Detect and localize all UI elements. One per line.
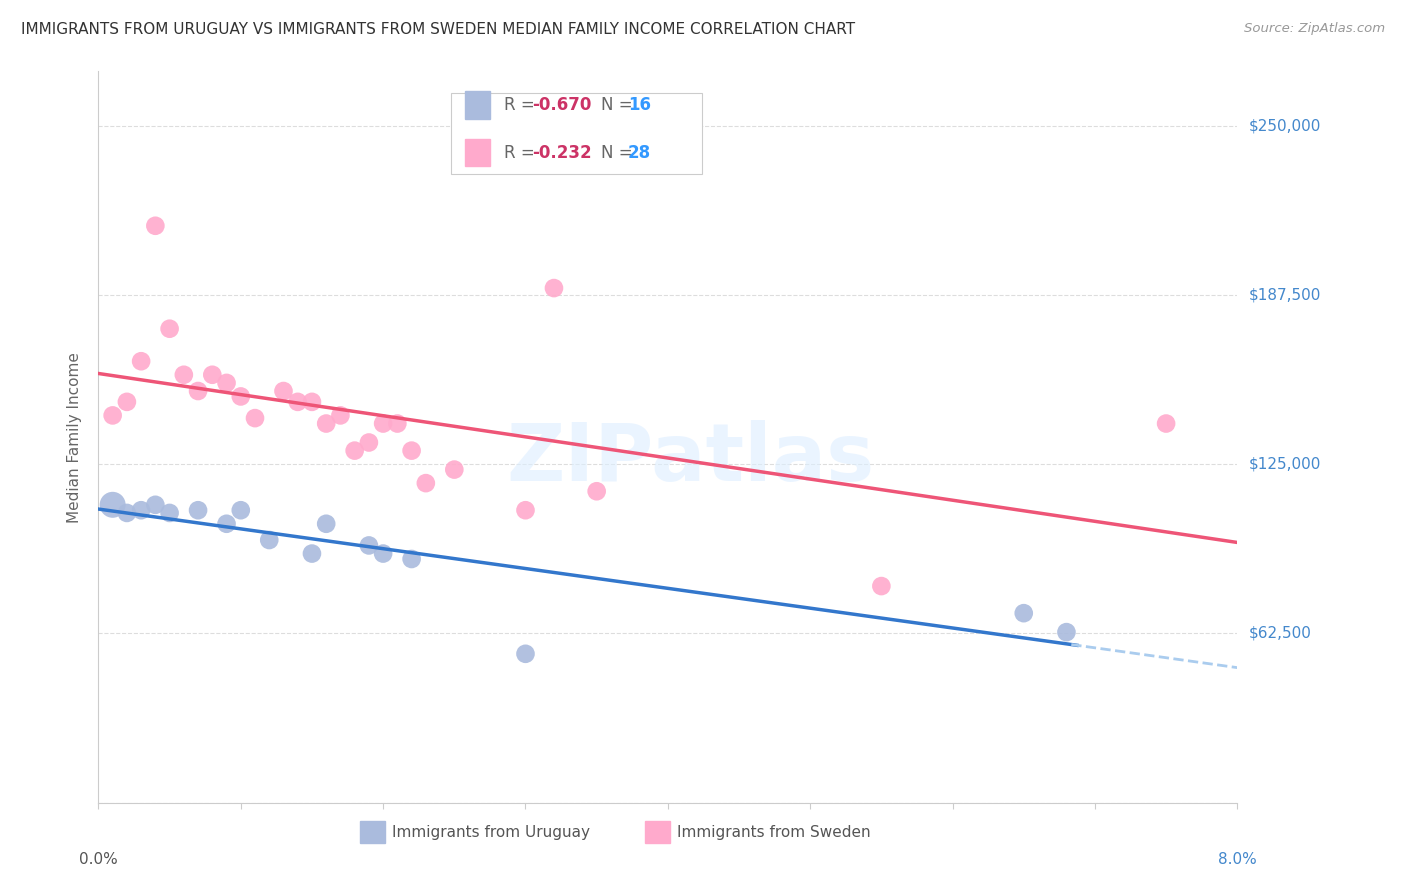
Bar	[465, 91, 491, 119]
Y-axis label: Median Family Income: Median Family Income	[67, 351, 83, 523]
Text: 8.0%: 8.0%	[1218, 852, 1257, 866]
Point	[287, 395, 309, 409]
Text: -0.232: -0.232	[533, 144, 592, 161]
Text: $125,000: $125,000	[1249, 457, 1320, 472]
Text: 28: 28	[628, 144, 651, 161]
Point	[145, 219, 167, 233]
Point	[101, 498, 124, 512]
Point	[443, 462, 465, 476]
Point	[259, 533, 281, 547]
Text: IMMIGRANTS FROM URUGUAY VS IMMIGRANTS FROM SWEDEN MEDIAN FAMILY INCOME CORRELATI: IMMIGRANTS FROM URUGUAY VS IMMIGRANTS FR…	[21, 22, 855, 37]
Point	[243, 411, 266, 425]
Point	[1056, 625, 1078, 640]
Text: R =: R =	[503, 96, 540, 114]
Point	[229, 389, 252, 403]
Point	[515, 647, 537, 661]
Point	[415, 476, 437, 491]
Text: Immigrants from Uruguay: Immigrants from Uruguay	[392, 824, 591, 839]
FancyBboxPatch shape	[451, 94, 702, 174]
Point	[301, 395, 323, 409]
Bar	[465, 138, 491, 167]
Point	[101, 409, 124, 423]
Point	[273, 384, 295, 398]
Point	[215, 376, 238, 390]
Text: N =: N =	[600, 96, 637, 114]
Text: ZIPatlas: ZIPatlas	[506, 420, 875, 498]
Point	[401, 552, 423, 566]
Point	[1154, 417, 1177, 431]
Text: 0.0%: 0.0%	[79, 852, 118, 866]
Point	[229, 503, 252, 517]
Text: $187,500: $187,500	[1249, 287, 1320, 302]
Point	[201, 368, 224, 382]
Point	[315, 516, 337, 531]
Point	[159, 506, 181, 520]
Text: $62,500: $62,500	[1249, 626, 1312, 641]
Bar	[360, 821, 385, 843]
Bar	[645, 821, 671, 843]
Text: N =: N =	[600, 144, 637, 161]
Text: -0.670: -0.670	[533, 96, 592, 114]
Point	[870, 579, 893, 593]
Point	[187, 503, 209, 517]
Point	[543, 281, 565, 295]
Point	[329, 409, 352, 423]
Point	[515, 503, 537, 517]
Point	[129, 503, 152, 517]
Point	[145, 498, 167, 512]
Point	[401, 443, 423, 458]
Point	[357, 538, 380, 552]
Point	[159, 322, 181, 336]
Point	[585, 484, 607, 499]
Point	[357, 435, 380, 450]
Point	[215, 516, 238, 531]
Point	[343, 443, 366, 458]
Point	[387, 417, 409, 431]
Point	[173, 368, 195, 382]
Point	[301, 547, 323, 561]
Point	[187, 384, 209, 398]
Point	[129, 354, 152, 368]
Text: Source: ZipAtlas.com: Source: ZipAtlas.com	[1244, 22, 1385, 36]
Text: $250,000: $250,000	[1249, 118, 1320, 133]
Text: Immigrants from Sweden: Immigrants from Sweden	[676, 824, 870, 839]
Point	[115, 395, 138, 409]
Point	[115, 506, 138, 520]
Point	[315, 417, 337, 431]
Point	[1012, 606, 1035, 620]
Point	[371, 547, 394, 561]
Text: R =: R =	[503, 144, 540, 161]
Point	[371, 417, 394, 431]
Text: 16: 16	[628, 96, 651, 114]
